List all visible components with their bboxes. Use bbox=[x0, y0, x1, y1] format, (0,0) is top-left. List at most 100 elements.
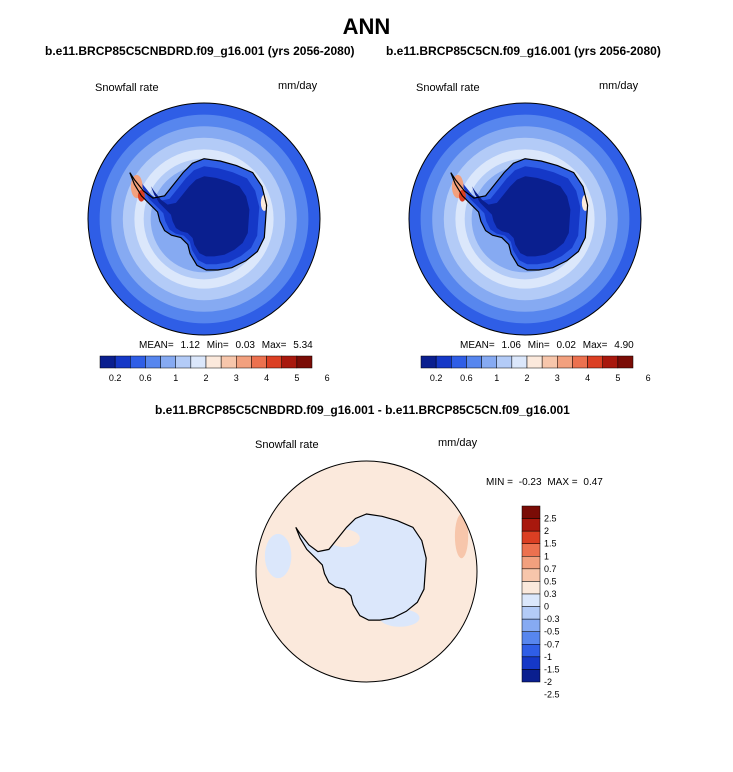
panel2-colorbar-swatch-4 bbox=[481, 355, 497, 369]
panel2-units-label: mm/day bbox=[599, 80, 639, 92]
panel1-polar-map bbox=[87, 102, 321, 336]
panel3-units-label: mm/day bbox=[438, 437, 478, 449]
panel3-colorbar-swatch-10 bbox=[521, 631, 541, 645]
panel2-colorbar-swatch-7 bbox=[526, 355, 543, 369]
panel3-colorbar-swatch-2 bbox=[521, 530, 541, 544]
panel2-continent-band-2 bbox=[471, 176, 571, 257]
panel3-colorbar-swatch-0 bbox=[521, 505, 541, 519]
panel1-colorbar-swatch-0 bbox=[99, 355, 116, 369]
panel2-colorbar-tick-label: 5 bbox=[615, 373, 620, 383]
panel2-colorbar-tick-label: 1 bbox=[494, 373, 499, 383]
panel2-mean-label: MEAN= bbox=[460, 340, 495, 351]
panel2-colorbar-tick-label: 0.6 bbox=[460, 373, 473, 383]
panel3-colorbar-tick-label: 2.5 bbox=[544, 514, 557, 524]
panel1-colorbar-tick-label: 5 bbox=[294, 373, 299, 383]
panel3-colorbar-swatch-1 bbox=[521, 518, 541, 532]
panel2-title: b.e11.BRCP85C5CN.f09_g16.001 (yrs 2056-2… bbox=[386, 44, 661, 58]
panel1-colorbar-swatch-10 bbox=[251, 355, 267, 369]
panel1-colorbar-tick-label: 0.2 bbox=[109, 373, 122, 383]
panel1-colorbar-swatch-6 bbox=[190, 355, 207, 369]
panel3-colorbar-tick-label: 2 bbox=[544, 526, 549, 536]
panel3-colorbar-swatch-3 bbox=[521, 543, 541, 557]
panel3-colorbar-tick-label: -0.5 bbox=[544, 627, 560, 637]
panel2-map-border bbox=[408, 102, 642, 336]
panel1-colorbar-tick-label: 0.6 bbox=[139, 373, 152, 383]
panel2-stats: MEAN= 1.06 Min= 0.02 Max= 4.90 bbox=[460, 340, 634, 351]
panel1-colorbar-swatch-1 bbox=[114, 355, 131, 369]
panel1-min-value: 0.03 bbox=[235, 340, 255, 351]
panel2-variable-label: Snowfall rate bbox=[416, 82, 480, 94]
panel3-min-value: -0.23 bbox=[518, 477, 542, 488]
panel1-colorbar-swatch-5 bbox=[175, 355, 192, 369]
panel3-max-label: MAX = bbox=[547, 477, 578, 488]
panel2-colorbar-swatch-3 bbox=[466, 355, 482, 369]
panel3-colorbar-tick-label: -1.5 bbox=[544, 664, 560, 674]
panel2-polar-map bbox=[408, 102, 642, 336]
panel1-colorbar-tick-label: 2 bbox=[203, 373, 208, 383]
panel1-colorbar: 0.2 0.6 1 2 3 4 5 6 bbox=[99, 355, 330, 383]
panel3-colorbar-swatch-9 bbox=[521, 618, 541, 632]
panel3-colorbar-swatch-13 bbox=[521, 669, 541, 683]
panel3-colorbar-swatch-6 bbox=[521, 581, 541, 595]
panel1-colorbar-tick-label: 4 bbox=[264, 373, 269, 383]
panel3-coastline bbox=[295, 513, 427, 621]
panel2-colorbar-tick-label: 6 bbox=[646, 373, 651, 383]
panel1-min-label: Min= bbox=[206, 340, 229, 351]
panel2-colorbar-tick-label: 4 bbox=[585, 373, 590, 383]
panel1-continent-band-2 bbox=[150, 176, 250, 257]
panel3-colorbar-tick-label: -1 bbox=[544, 652, 552, 662]
panel1-colorbar-tick-label: 3 bbox=[234, 373, 239, 383]
panel3-continent-positive-patch bbox=[328, 529, 360, 548]
panel1-colorbar-swatch-4 bbox=[160, 355, 176, 369]
panel1-colorbar-swatch-3 bbox=[145, 355, 161, 369]
panel2-colorbar-swatch-5 bbox=[496, 355, 513, 369]
panel2-colorbar-swatch-8 bbox=[541, 355, 558, 369]
panel3-map-border bbox=[255, 460, 478, 683]
panel3-colorbar-swatch-4 bbox=[521, 556, 541, 570]
panel1-map-border bbox=[87, 102, 321, 336]
panel1-mean-value: 1.12 bbox=[180, 340, 200, 351]
panel1-colorbar-swatch-8 bbox=[220, 355, 237, 369]
panel2-colorbar-tick-label: 3 bbox=[555, 373, 560, 383]
panel3-stats: MIN = -0.23 MAX = 0.47 bbox=[486, 477, 603, 488]
panel2-min-label: Min= bbox=[527, 340, 550, 351]
panel3-colorbar-swatch-7 bbox=[521, 593, 541, 607]
panel1-max-value: 5.34 bbox=[293, 340, 313, 351]
panel3-max-value: 0.47 bbox=[583, 477, 603, 488]
panel1-mean-label: MEAN= bbox=[139, 340, 174, 351]
panel2-colorbar-swatch-11 bbox=[587, 355, 603, 369]
panel3-colorbar-tick-label: -2 bbox=[544, 677, 552, 687]
panel3-colorbar-swatch-11 bbox=[521, 644, 541, 658]
page-title: ANN bbox=[342, 14, 391, 39]
panel2-coastline bbox=[450, 158, 589, 271]
panel3-colorbar-tick-label: 0.5 bbox=[544, 576, 557, 586]
panel2-colorbar-swatch-1 bbox=[435, 355, 452, 369]
panel1-colorbar-tick-label: 6 bbox=[325, 373, 330, 383]
panel2-colorbar-swatch-0 bbox=[420, 355, 437, 369]
panel2-colorbar-swatch-10 bbox=[572, 355, 588, 369]
panel1-max-label: Max= bbox=[261, 340, 287, 351]
panel2-colorbar-swatch-2 bbox=[451, 355, 467, 369]
panel2-max-label: Max= bbox=[582, 340, 608, 351]
panel1-colorbar-swatch-9 bbox=[236, 355, 252, 369]
panel3-continent-field bbox=[295, 514, 427, 621]
panel1-colorbar-swatch-11 bbox=[266, 355, 282, 369]
panel3-variable-label: Snowfall rate bbox=[255, 439, 319, 451]
panel2-max-value: 4.90 bbox=[614, 340, 634, 351]
panel1-colorbar-swatch-12 bbox=[281, 355, 298, 369]
panel3-colorbar-tick-label: 0.7 bbox=[544, 564, 557, 574]
panel2-mean-value: 1.06 bbox=[501, 340, 521, 351]
panel2-colorbar-tick-label: 0.2 bbox=[430, 373, 443, 383]
panel2-min-value: 0.02 bbox=[556, 340, 576, 351]
panel2-colorbar-swatch-12 bbox=[602, 355, 619, 369]
panel3-negative-anomaly-west bbox=[264, 533, 292, 579]
panel3-colorbar-tick-label: 1 bbox=[544, 551, 549, 561]
panel3-colorbar: 2.5 2 1.5 1 0.7 0.5 0.3 0 -0.3 -0.5 -0.7 -1 -1.5 -2 -2… bbox=[521, 505, 560, 700]
panel3-colorbar-swatch-8 bbox=[521, 606, 541, 620]
panel3-colorbar-tick-label: 1.5 bbox=[544, 539, 557, 549]
panel1-units-label: mm/day bbox=[278, 80, 318, 92]
panel3-colorbar-tick-label: -0.7 bbox=[544, 639, 560, 649]
panel3-title: b.e11.BRCP85C5CNBDRD.f09_g16.001 - b.e11… bbox=[155, 403, 570, 417]
panel2-colorbar: 0.2 0.6 1 2 3 4 5 6 bbox=[420, 355, 651, 383]
panel1-colorbar-swatch-7 bbox=[205, 355, 222, 369]
